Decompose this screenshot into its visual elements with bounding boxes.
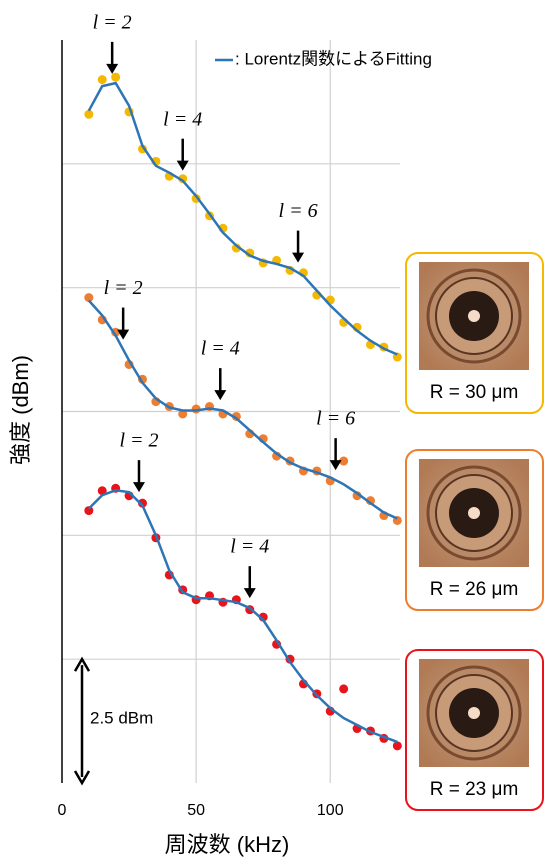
data-point [98, 75, 107, 84]
peak-arrow-head [330, 460, 342, 470]
peak-arrow-head [214, 390, 226, 400]
chart: 周波数 (kHz) 強度 (dBm) 0 50 100 2.5 dBm : Lorent… [0, 0, 545, 864]
data-point [393, 741, 402, 750]
x-axis-label: 周波数 (kHz) [165, 832, 290, 857]
data-point [111, 73, 120, 82]
legend-label: R = 23 μm [430, 779, 519, 800]
fit-line [89, 83, 398, 354]
peak-label: l = 4 [230, 536, 269, 558]
data-point [84, 110, 93, 119]
legend-label: : Lorentz関数によるFitting [235, 49, 432, 68]
photo-core [468, 507, 480, 519]
legend-label: R = 30 μm [430, 382, 519, 403]
legend-label: R = 26 μm [430, 579, 519, 600]
x-tick-label: 50 [187, 802, 205, 819]
y-axis-label: 強度 (dBm) [8, 355, 33, 465]
peak-label: l = 2 [93, 11, 132, 33]
photo-core [468, 310, 480, 322]
peak-arrow-head [177, 161, 189, 171]
peak-label: l = 4 [201, 338, 240, 360]
x-tick-label: 100 [317, 802, 344, 819]
peak-label: l = 2 [119, 430, 158, 452]
peak-label: l = 6 [279, 200, 318, 222]
peak-label: l = 6 [316, 408, 355, 430]
peak-label: l = 2 [104, 277, 143, 299]
peak-label: l = 4 [163, 108, 202, 130]
peak-arrow-head [133, 482, 145, 492]
peak-arrow-head [106, 64, 118, 74]
scale-bar-label: 2.5 dBm [90, 709, 153, 728]
peak-arrow-head [244, 588, 256, 598]
x-tick-label: 0 [58, 802, 67, 819]
fit-line [89, 490, 398, 742]
peak-arrow-head [292, 253, 304, 263]
photo-core [468, 707, 480, 719]
data-point [339, 684, 348, 693]
